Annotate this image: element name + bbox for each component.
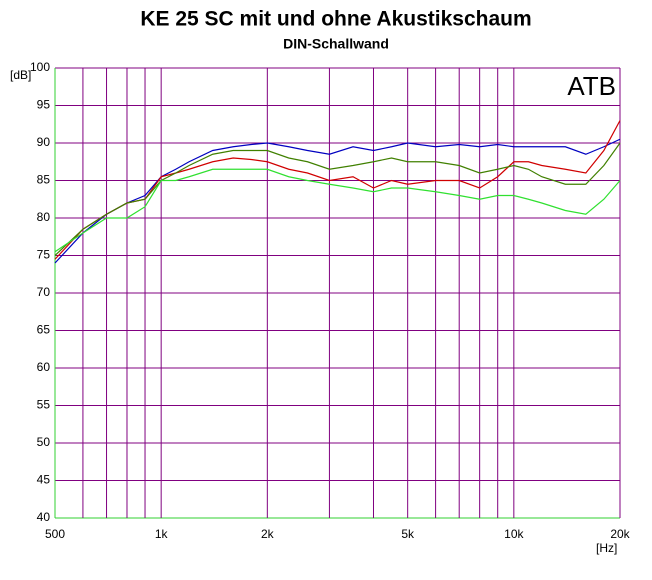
y-tick-label: 65 <box>37 323 51 337</box>
x-tick-label: 500 <box>45 527 65 541</box>
x-axis-label: [Hz] <box>596 541 617 555</box>
x-tick-label: 20k <box>610 527 630 541</box>
y-tick-label: 95 <box>37 98 51 112</box>
series-line <box>54 168 621 253</box>
y-tick-label: 60 <box>37 360 51 374</box>
x-tick-label: 5k <box>401 527 415 541</box>
x-tick-label: 10k <box>504 527 524 541</box>
y-tick-label: 80 <box>37 210 51 224</box>
series-line <box>54 120 621 260</box>
y-tick-label: 50 <box>37 435 51 449</box>
y-tick-label: 40 <box>37 510 51 524</box>
y-tick-label: 45 <box>37 473 51 487</box>
y-tick-label: 55 <box>37 398 51 412</box>
annotation: ATB <box>567 71 616 101</box>
x-tick-label: 1k <box>155 527 169 541</box>
chart-subtitle: DIN-Schallwand <box>283 36 389 52</box>
y-tick-label: 90 <box>37 135 51 149</box>
y-axis-label: [dB] <box>10 68 31 82</box>
series-line <box>54 142 621 256</box>
x-tick-label: 2k <box>261 527 275 541</box>
y-tick-label: 100 <box>30 60 50 74</box>
y-tick-label: 85 <box>37 173 51 187</box>
y-tick-label: 75 <box>37 248 51 262</box>
y-tick-label: 70 <box>37 285 51 299</box>
chart-title: KE 25 SC mit und ohne Akustikschaum <box>140 8 531 31</box>
